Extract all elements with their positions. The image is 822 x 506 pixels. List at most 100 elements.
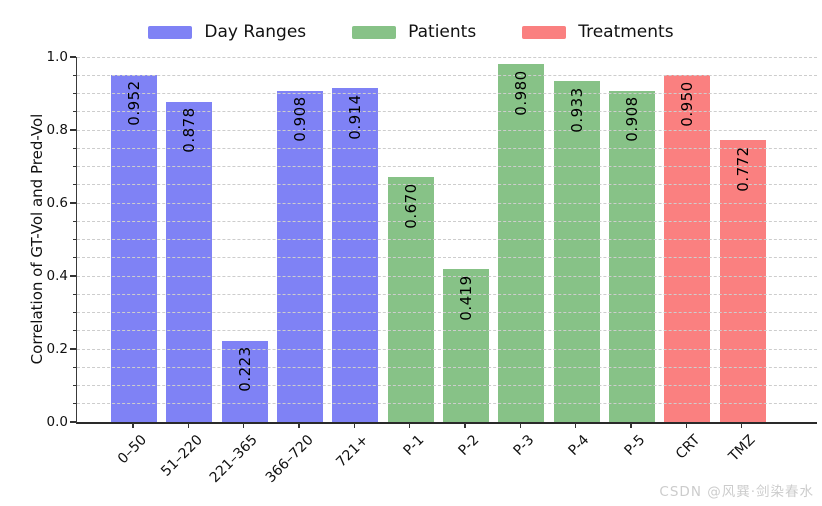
y-major-tick <box>70 348 76 350</box>
gridline <box>77 129 817 131</box>
gridline <box>77 293 817 295</box>
y-minor-tick <box>72 74 76 76</box>
gridline <box>77 111 817 113</box>
gridline <box>77 166 817 167</box>
y-minor-tick <box>72 165 76 168</box>
y-minor-tick <box>72 366 76 368</box>
bar-value-label: 0.419 <box>456 274 475 321</box>
x-tick-label: CRT <box>673 432 704 463</box>
day-ranges-swatch-icon <box>148 25 193 39</box>
bar-value-label: 0.980 <box>512 70 531 116</box>
gridline <box>77 257 817 259</box>
y-minor-tick <box>72 403 76 405</box>
gridline <box>77 366 817 368</box>
x-tick <box>132 423 134 428</box>
y-major-tick <box>70 275 76 277</box>
x-tick-label: 51–220 <box>157 432 206 480</box>
patients-swatch-icon <box>352 25 397 39</box>
gridline <box>77 184 817 186</box>
bar-value-label: 0.908 <box>290 96 309 142</box>
gridline <box>77 202 817 204</box>
bar-value-label: 0.772 <box>733 145 752 192</box>
x-tick-label: 366–720 <box>262 432 317 487</box>
gridline <box>77 275 817 277</box>
x-tick-label: P-3 <box>510 432 538 459</box>
y-axis-title: Correlation of GT-Vol and Pred-Vol <box>28 113 46 365</box>
y-tick-label: 1.0 <box>46 49 68 65</box>
gridline <box>77 93 817 94</box>
bar-value-label: 0.878 <box>180 107 199 153</box>
x-tick <box>519 423 521 428</box>
gridline <box>77 312 817 313</box>
legend-item-treatments: Treatments <box>522 22 674 42</box>
y-minor-tick <box>72 293 76 295</box>
y-minor-tick <box>72 238 76 241</box>
y-minor-tick <box>72 220 76 222</box>
x-tick <box>353 423 355 428</box>
y-major-tick <box>70 202 76 204</box>
x-tick-label: P-5 <box>621 432 649 459</box>
legend-label-patients: Patients <box>408 22 477 42</box>
bar-CRT <box>664 75 711 422</box>
y-minor-tick <box>72 311 76 314</box>
x-tick-label: P-4 <box>565 432 593 459</box>
x-tick-label: 221–365 <box>206 432 261 487</box>
bar-51–220 <box>166 101 213 422</box>
plot-area: 0.952 0.878 0.223 0.908 0.914 0.670 0.419 0.980… <box>76 56 817 424</box>
bar-value-label: 0.908 <box>622 96 641 142</box>
bar-221–365 <box>221 340 268 422</box>
x-tick <box>685 423 687 428</box>
x-tick <box>574 423 577 428</box>
x-tick-label: 0–50 <box>115 432 151 468</box>
bar-value-label: 0.670 <box>401 183 420 229</box>
gridline <box>77 348 817 350</box>
y-tick-label: 0.4 <box>46 268 68 284</box>
bar-value-label: 0.223 <box>235 346 254 392</box>
y-minor-tick <box>72 330 76 332</box>
watermark: CSDN @风巽·剑染春水 <box>659 484 814 500</box>
bar-P-1 <box>387 177 434 422</box>
bar-721+ <box>332 88 379 422</box>
gridline <box>77 403 817 405</box>
gridline <box>77 147 817 149</box>
legend-item-patients: Patients <box>352 22 476 42</box>
x-tick <box>298 423 300 428</box>
y-minor-tick <box>72 257 76 259</box>
x-tick-label: 721+ <box>333 432 372 471</box>
y-tick-label: 0.8 <box>46 122 68 138</box>
y-major-tick <box>70 421 76 423</box>
gridline <box>77 56 817 58</box>
legend-item-day-ranges: Day Ranges <box>148 22 306 42</box>
x-tick <box>187 423 190 428</box>
x-tick <box>740 423 743 428</box>
x-tick-label: P-2 <box>455 432 483 459</box>
treatments-swatch-icon <box>522 25 567 39</box>
gridline <box>77 385 817 386</box>
bar-value-label: 0.950 <box>678 81 697 127</box>
legend-label-treatments: Treatments <box>578 22 674 42</box>
x-tick-label: TMZ <box>726 432 759 465</box>
bar-value-label: 0.914 <box>346 94 365 140</box>
y-minor-tick <box>72 147 76 149</box>
y-minor-tick <box>72 184 76 186</box>
legend-label-day-ranges: Day Ranges <box>204 22 307 42</box>
bar-P-3 <box>498 64 545 422</box>
y-major-tick <box>70 129 76 131</box>
y-minor-tick <box>72 111 76 113</box>
gridline <box>77 330 817 332</box>
gridline <box>77 239 817 240</box>
bar-value-label: 0.933 <box>567 87 586 133</box>
bar-TMZ <box>719 140 766 422</box>
y-minor-tick <box>72 92 76 95</box>
x-tick <box>464 423 466 428</box>
x-tick <box>409 423 411 428</box>
y-tick-label: 0.0 <box>46 414 68 430</box>
chart-legend: Day Ranges Patients Treatments <box>0 22 822 42</box>
bar-value-label: 0.952 <box>125 80 143 126</box>
y-tick-label: 0.2 <box>46 341 68 357</box>
y-tick-label: 0.6 <box>46 195 68 211</box>
gridline <box>77 74 817 76</box>
bar-0–50 <box>111 74 157 422</box>
x-tick-label: P-1 <box>399 432 427 459</box>
